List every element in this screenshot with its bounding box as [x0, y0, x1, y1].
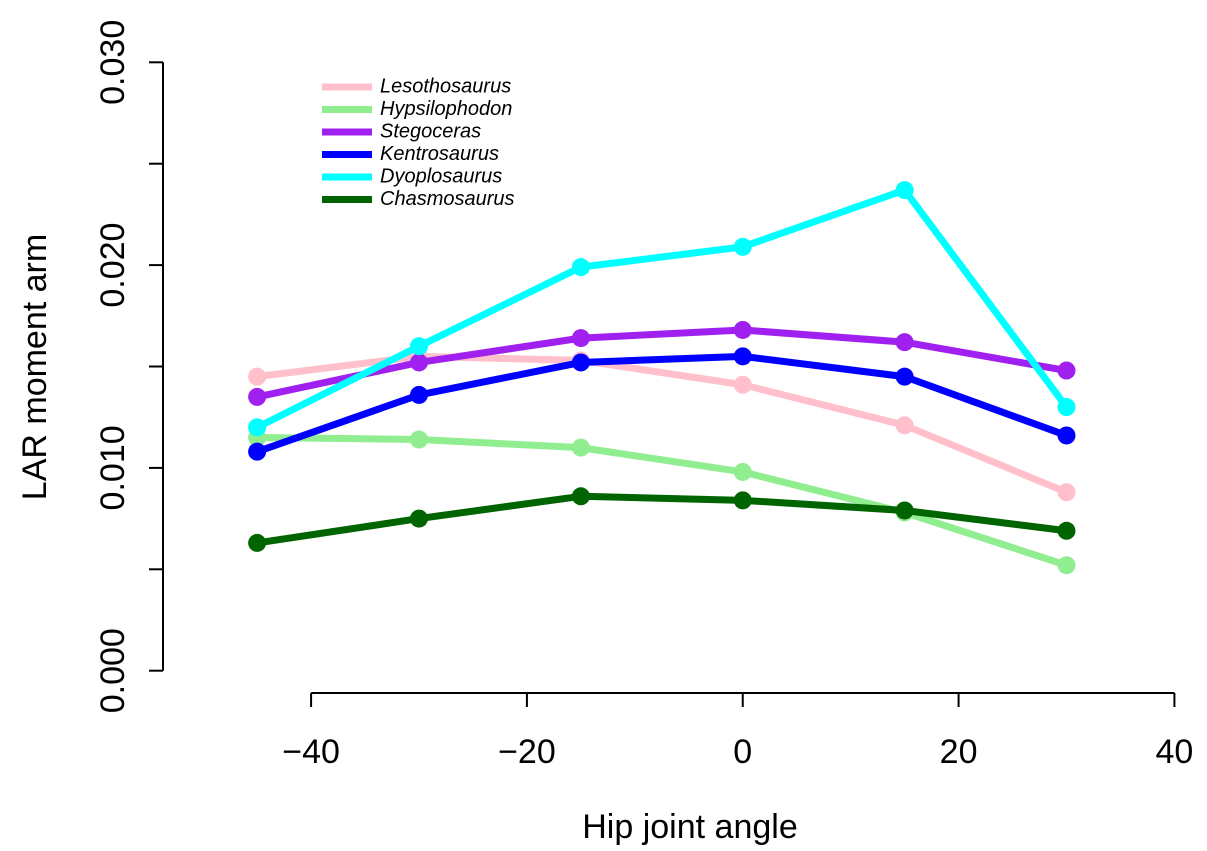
x-tick-label: 20	[940, 733, 978, 771]
data-point	[733, 347, 752, 366]
data-point	[410, 385, 428, 404]
data-point	[410, 353, 428, 372]
data-point	[571, 258, 590, 277]
data-point	[895, 367, 914, 386]
series-line	[256, 326, 1068, 401]
y-tick-label: 0.020	[94, 223, 132, 308]
data-point	[1057, 426, 1076, 445]
data-point	[1057, 556, 1076, 575]
data-point	[733, 320, 752, 339]
data-point	[248, 367, 267, 386]
x-tick-label: −20	[498, 733, 556, 771]
data-point	[895, 181, 914, 200]
y-tick-label: 0.000	[94, 628, 132, 713]
y-tick-label: 0.030	[94, 20, 132, 105]
data-point	[895, 416, 914, 435]
data-point	[571, 353, 590, 372]
x-tick-label: 40	[1156, 733, 1194, 771]
data-point	[733, 375, 752, 394]
legend-label: Lesothosaurus	[380, 75, 511, 97]
data-point	[571, 329, 590, 348]
data-point	[733, 491, 752, 510]
data-point	[248, 442, 267, 461]
data-point	[895, 333, 914, 352]
x-tick-label: −40	[282, 733, 340, 771]
data-point	[571, 438, 590, 457]
legend-label: Hypsilophodon	[380, 98, 512, 120]
data-point	[410, 509, 428, 528]
data-point	[248, 533, 267, 552]
legend-label: Dyoplosaurus	[380, 165, 502, 187]
series-line	[256, 352, 1068, 496]
x-tick-label: 0	[733, 733, 752, 771]
data-point	[410, 337, 428, 356]
data-point	[1057, 521, 1076, 540]
data-point	[248, 387, 267, 406]
legend-label: Kentrosaurus	[380, 143, 499, 165]
data-point	[571, 487, 590, 506]
data-point	[733, 237, 752, 256]
data-point	[410, 430, 428, 449]
series-line	[256, 492, 1067, 547]
data-point	[1057, 361, 1076, 380]
data-point	[895, 501, 914, 520]
data-point	[733, 462, 752, 481]
series-line	[255, 352, 1068, 455]
x-axis-title: Hip joint angle	[582, 808, 797, 846]
data-point	[248, 418, 267, 437]
y-axis-title: LAR moment arm	[16, 234, 54, 500]
series-line	[255, 186, 1070, 431]
data-point	[1057, 398, 1076, 417]
legend-label: Stegoceras	[380, 120, 481, 142]
series-line	[257, 433, 1068, 569]
legend-label: Chasmosaurus	[380, 188, 515, 210]
data-point	[1057, 483, 1076, 502]
y-tick-label: 0.010	[94, 425, 132, 510]
